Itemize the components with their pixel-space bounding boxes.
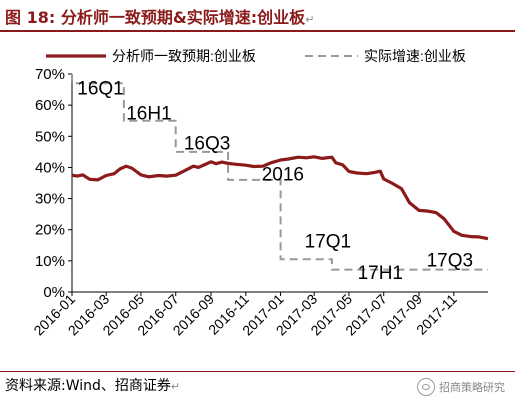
chart-axes: 0%10%20%30%40%50%60%70%2016-012016-03201… — [30, 66, 488, 338]
title-rule — [0, 30, 515, 32]
legend-label-actual: 实际增速:创业板 — [364, 48, 466, 64]
y-tick-label: 20% — [35, 222, 65, 239]
annotation-label: 17H1 — [358, 263, 403, 284]
wechat-icon — [417, 378, 435, 396]
y-tick-label: 70% — [35, 66, 65, 83]
y-tick-label: 40% — [35, 159, 65, 176]
figure-title-text: 分析师一致预期&实际增速:创业板 — [60, 8, 306, 27]
y-tick-label: 10% — [35, 253, 65, 270]
y-tick-label: 0% — [43, 284, 65, 301]
y-tick-label: 60% — [35, 97, 65, 114]
source-note: 资料来源:Wind、招商证券↵ — [5, 375, 180, 395]
y-tick-label: 30% — [35, 191, 65, 208]
annotation-label: 16Q3 — [184, 134, 230, 155]
annotation-label: 16H1 — [126, 104, 171, 125]
series-line-expected — [71, 155, 489, 241]
annotation-label: 17Q1 — [305, 232, 351, 253]
chart-legend: 分析师一致预期:创业板 实际增速:创业板 — [46, 48, 466, 64]
line-chart: 0%10%20%30%40%50%60%70%2016-012016-03201… — [30, 48, 489, 338]
legend-label-expected: 分析师一致预期:创业板 — [112, 48, 256, 64]
chart-header: 图 18: 分析师一致预期&实际增速:创业板↵ — [0, 0, 515, 32]
watermark-text: 招商策略研究 — [439, 381, 505, 394]
paragraph-mark: ↵ — [305, 13, 315, 26]
figure-title: 图 18: 分析师一致预期&实际增速:创业板↵ — [5, 4, 314, 28]
annotation-label: 2016 — [262, 165, 304, 186]
source-rule — [0, 371, 515, 372]
annotation-label: 17Q3 — [427, 250, 473, 271]
source-text: 资料来源:Wind、招商证券 — [5, 378, 171, 394]
paragraph-mark: ↵ — [170, 380, 181, 393]
watermark: 招商策略研究 — [417, 378, 505, 396]
figure-label: 图 18: — [5, 8, 56, 27]
y-tick-label: 50% — [35, 128, 65, 145]
annotation-label: 16Q1 — [77, 79, 123, 100]
